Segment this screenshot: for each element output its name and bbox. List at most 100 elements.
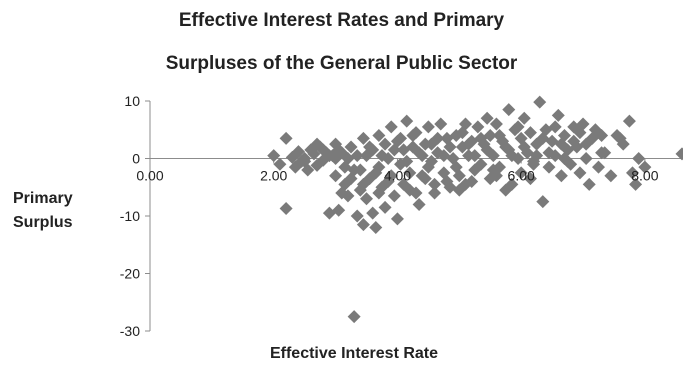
data-point	[437, 149, 451, 163]
data-point	[390, 212, 404, 226]
data-point	[279, 131, 293, 145]
data-point	[573, 166, 587, 180]
data-point	[415, 169, 429, 183]
data-point	[471, 120, 485, 134]
x-tick-label: 2.00	[260, 168, 287, 184]
data-point	[403, 166, 417, 180]
data-point	[375, 149, 389, 163]
data-point	[613, 131, 627, 145]
data-point	[489, 169, 503, 183]
data-point	[554, 169, 568, 183]
data-point	[332, 203, 346, 217]
data-point	[557, 152, 571, 165]
data-point	[474, 157, 488, 171]
data-point	[418, 137, 432, 151]
data-point	[378, 200, 392, 214]
data-point	[675, 147, 683, 161]
x-axis-title: Effective Interest Rate	[269, 345, 439, 362]
data-point	[595, 129, 609, 142]
data-point	[412, 146, 426, 160]
data-point	[406, 129, 420, 142]
data-point	[363, 140, 377, 154]
data-point	[329, 152, 343, 165]
data-point	[468, 149, 482, 163]
x-tick-label: 4.00	[384, 168, 411, 184]
data-point	[523, 172, 537, 186]
data-point	[440, 175, 454, 188]
data-point	[474, 131, 488, 145]
data-point	[499, 140, 513, 154]
data-point	[316, 143, 330, 157]
data-point	[452, 183, 466, 197]
y-tick-label: -10	[120, 208, 140, 224]
data-point	[622, 114, 636, 128]
y-tick-label: 10	[124, 93, 140, 109]
data-point	[591, 160, 605, 174]
data-point	[378, 137, 392, 151]
y-axis-title: Primary Surplus	[13, 187, 93, 235]
data-point	[536, 131, 550, 145]
data-point	[626, 166, 640, 180]
x-tick-label: 0.00	[136, 168, 163, 184]
data-point	[338, 160, 352, 174]
data-point	[344, 140, 358, 154]
data-point	[344, 172, 358, 186]
data-point	[567, 134, 581, 148]
x-tick-label: 6.00	[508, 168, 535, 184]
data-point	[582, 177, 596, 191]
y-tick-label: 0	[132, 151, 140, 167]
data-point	[267, 149, 281, 163]
data-point	[400, 154, 414, 168]
data-point	[449, 160, 463, 174]
data-point	[307, 147, 321, 161]
data-point	[353, 163, 367, 177]
data-point	[527, 157, 541, 171]
data-point	[372, 129, 386, 142]
data-point	[335, 186, 349, 200]
data-point	[381, 175, 395, 188]
data-point	[629, 177, 643, 191]
x-tick-labels: 0.00 2.00 4.00 6.00 8.00	[136, 168, 658, 184]
data-point	[428, 177, 442, 191]
data-point	[493, 129, 507, 142]
data-point	[347, 310, 361, 324]
data-point	[443, 140, 457, 154]
data-point	[356, 177, 370, 191]
data-point	[579, 152, 593, 165]
data-point	[372, 186, 386, 200]
data-point	[412, 198, 426, 211]
data-point	[369, 221, 383, 234]
data-point	[421, 120, 435, 134]
data-point	[360, 192, 374, 206]
data-point	[428, 186, 442, 200]
data-point	[455, 126, 469, 140]
data-point	[505, 177, 519, 191]
data-point	[394, 131, 408, 145]
y-axis-title-line-2: Surplus	[13, 214, 73, 231]
y-tick-label: -30	[120, 323, 140, 339]
data-point	[356, 131, 370, 145]
data-point	[329, 169, 343, 183]
data-point	[604, 169, 618, 183]
data-point	[489, 117, 503, 131]
data-point	[502, 103, 516, 117]
data-point	[400, 114, 414, 128]
data-point	[462, 137, 476, 151]
data-point	[551, 108, 565, 122]
data-point	[548, 120, 562, 134]
data-point	[434, 117, 448, 131]
data-point	[523, 126, 537, 140]
data-point	[595, 146, 609, 160]
x-tick-label: 8.00	[631, 168, 658, 184]
data-point	[431, 131, 445, 145]
data-point	[542, 146, 556, 160]
data-point	[279, 202, 293, 216]
data-point	[542, 160, 556, 174]
chart-title-line-1: Effective Interest Rates and Primary	[178, 10, 505, 31]
data-point	[291, 145, 305, 159]
data-point	[387, 189, 401, 203]
data-point	[517, 140, 531, 154]
data-point	[424, 154, 438, 168]
